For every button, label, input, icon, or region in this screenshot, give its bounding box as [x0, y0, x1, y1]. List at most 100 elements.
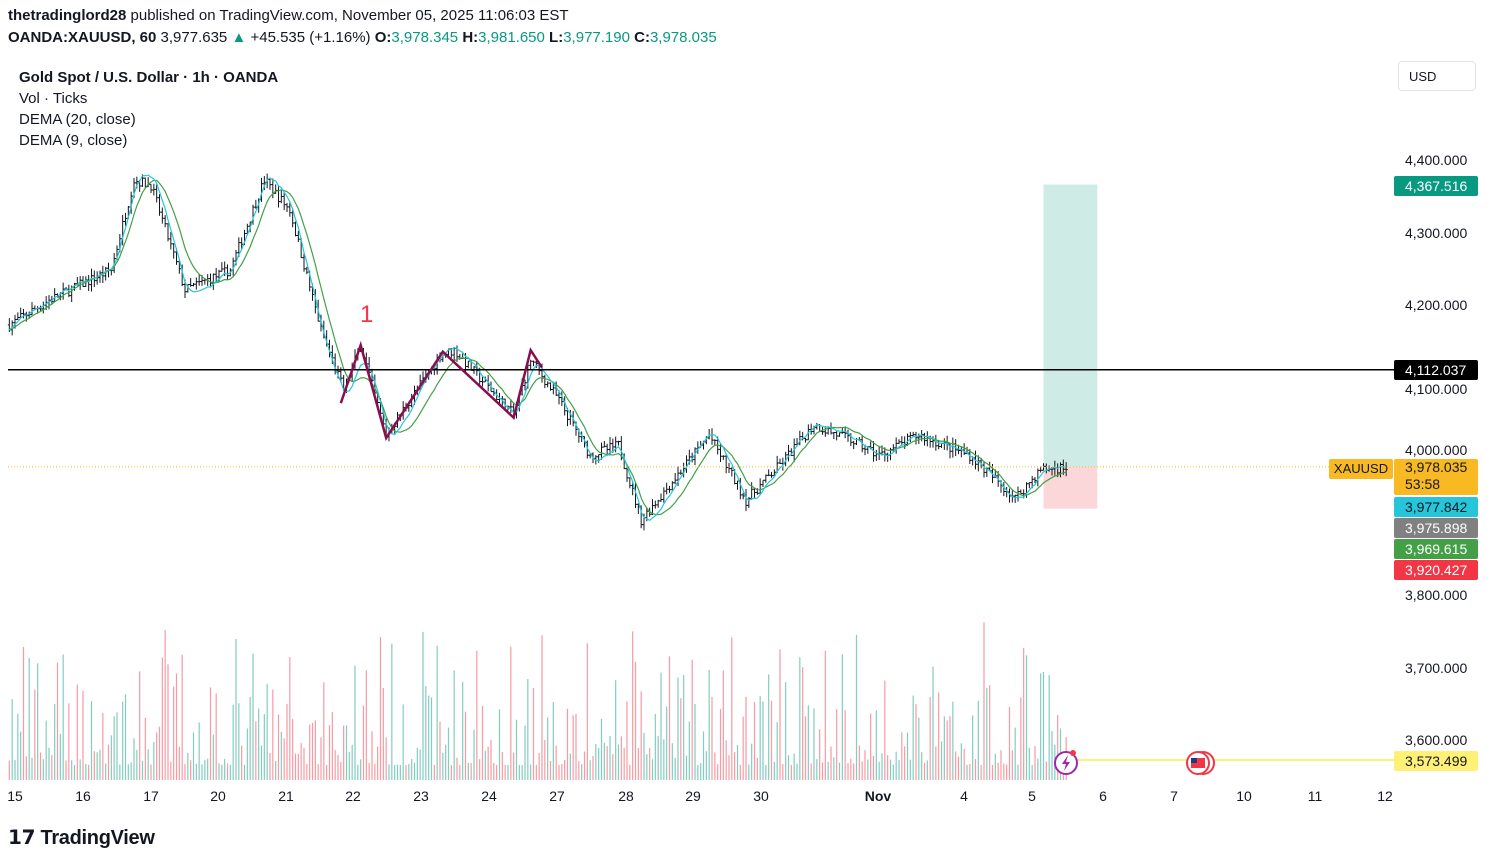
y-tick-label: 4,200.000 — [1405, 297, 1468, 313]
volume-bar — [1037, 758, 1039, 780]
volume-bar — [646, 754, 648, 780]
volume-bar — [991, 764, 994, 780]
volume-bar — [1017, 764, 1019, 780]
volume-bar — [337, 754, 339, 780]
volume-bar — [541, 635, 543, 780]
volume-bar — [1031, 764, 1033, 780]
price-bar — [481, 375, 484, 387]
volume-bar — [425, 686, 427, 780]
position-target-zone — [1043, 184, 1098, 467]
low-label: L: — [549, 29, 564, 46]
volume-bar — [249, 696, 251, 780]
price-bar — [838, 432, 841, 437]
volume-bar — [164, 630, 166, 780]
volume-bar — [85, 763, 87, 780]
volume-bar — [156, 732, 158, 780]
volume-bar — [685, 755, 688, 780]
volume-bar — [334, 750, 336, 780]
price-bar — [245, 223, 249, 235]
volume-bar — [382, 688, 384, 780]
price-bar — [551, 382, 555, 395]
volume-bar — [736, 745, 739, 780]
volume-bar — [467, 762, 469, 780]
volume-bar — [300, 743, 302, 780]
volume-bar — [399, 764, 401, 780]
price-bar — [53, 288, 57, 303]
volume-bar — [96, 752, 98, 780]
price-bar — [832, 431, 836, 440]
y-tick-label: 3,600.000 — [1405, 732, 1468, 748]
volume-bar — [167, 664, 169, 780]
price-bar — [787, 444, 790, 462]
volume-bar — [895, 751, 897, 780]
volume-bar — [354, 665, 356, 780]
volume-bar — [504, 764, 506, 780]
price-bar — [673, 472, 677, 485]
price-bar — [546, 381, 550, 388]
legend-dema20[interactable]: DEMA (20, close) — [19, 111, 136, 128]
price-bar — [809, 423, 813, 435]
publish-info: thetradinglord28 published on TradingVie… — [8, 7, 569, 24]
volume-bar — [909, 759, 911, 780]
price-bar — [104, 266, 108, 281]
volume-bar — [357, 764, 359, 780]
price-bar — [625, 467, 629, 482]
price-bar — [87, 275, 91, 292]
volume-bar — [34, 689, 36, 780]
volume-bar — [759, 696, 761, 780]
volume-bar — [141, 760, 144, 780]
horizontal-line-tag[interactable]: 4,112.037 — [1394, 359, 1478, 380]
volume-bar — [731, 637, 733, 780]
volume-bar — [22, 647, 25, 780]
volume-bar — [133, 738, 135, 780]
high-value: 3,981.650 — [478, 29, 545, 46]
volume-bar — [292, 719, 294, 780]
volume-bar — [668, 656, 671, 780]
price-bar — [41, 301, 45, 314]
volume-bar — [878, 761, 880, 780]
volume-bar — [286, 704, 288, 780]
volume-bar — [615, 680, 617, 780]
flag-canton-icon — [1191, 758, 1197, 763]
volume-bar — [331, 711, 333, 780]
volume-bar — [377, 746, 379, 780]
volume-bar — [734, 752, 736, 780]
volume-bar — [442, 752, 444, 780]
currency-button[interactable]: USD — [1398, 61, 1476, 91]
legend-volume[interactable]: Vol · Ticks — [19, 90, 88, 107]
volume-bar — [787, 755, 790, 780]
volume-bar — [493, 763, 495, 780]
price-bar — [214, 267, 218, 283]
volume-bar — [374, 763, 376, 780]
volume-bar — [297, 753, 299, 780]
volume-bar — [532, 687, 535, 780]
volume-bar — [793, 753, 795, 780]
volume-bar — [697, 764, 699, 780]
volume-bar — [969, 764, 971, 780]
volume-bar — [603, 742, 605, 780]
volume-bar — [464, 711, 467, 780]
volume-bar — [762, 701, 764, 780]
price-bar — [710, 428, 714, 445]
price-bar — [843, 426, 847, 439]
volume-bar — [8, 760, 10, 780]
price-bar — [679, 469, 683, 475]
volume-bar — [340, 762, 342, 780]
volume-bar — [549, 761, 552, 780]
volume-bar — [1042, 671, 1045, 780]
y-tick-label: 4,100.000 — [1405, 380, 1468, 397]
volume-bar — [983, 622, 985, 780]
x-tick-label: 11 — [1307, 788, 1323, 804]
volume-bar — [105, 763, 107, 780]
volume-bar — [600, 718, 603, 780]
x-tick-label: 24 — [481, 788, 497, 804]
volume-bar — [436, 645, 438, 780]
price-bar — [30, 302, 34, 316]
volume-bar — [711, 696, 713, 780]
volume-bar — [875, 710, 877, 780]
author[interactable]: thetradinglord28 — [8, 7, 127, 24]
x-tick-label: 28 — [618, 788, 634, 804]
volume-bar — [195, 763, 197, 780]
legend-dema9[interactable]: DEMA (9, close) — [19, 132, 128, 149]
